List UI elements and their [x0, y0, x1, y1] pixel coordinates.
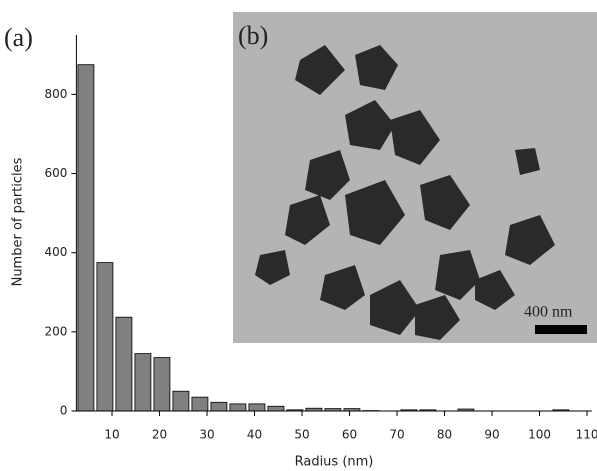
y-tick-label: 400: [44, 245, 67, 259]
bar: [153, 357, 171, 412]
bar: [134, 353, 152, 412]
y-axis-label: Number of particles: [11, 157, 26, 286]
bar: [172, 390, 190, 412]
x-tick-label: 20: [152, 428, 167, 442]
x-tick-label: 40: [247, 428, 262, 442]
x-tick-label: 110: [576, 428, 597, 442]
bar: [267, 405, 285, 412]
x-tick-label: 10: [104, 428, 119, 442]
x-axis-label: Radius (nm): [295, 455, 374, 470]
panel-label-b: (b): [238, 21, 268, 50]
x-tick-label: 50: [294, 428, 309, 442]
y-tick-label: 200: [44, 324, 67, 338]
bar: [77, 64, 95, 412]
inset-image: [233, 12, 597, 343]
x-tick-label: 30: [199, 428, 214, 442]
y-tick-label: 0: [60, 404, 68, 418]
panel-label-a: (a): [4, 23, 33, 52]
bar: [96, 262, 114, 412]
y-tick-label: 600: [44, 166, 67, 180]
x-tick-label: 60: [342, 428, 357, 442]
x-tick-label: 70: [389, 428, 404, 442]
bar: [115, 316, 133, 412]
x-tick-label: 100: [528, 428, 551, 442]
y-tick-label: 800: [44, 87, 67, 101]
bar: [191, 396, 209, 412]
bar: [229, 403, 247, 412]
bar: [210, 401, 228, 412]
scale-bar-label: 400 nm: [524, 304, 573, 321]
x-tick-label: 90: [484, 428, 499, 442]
x-tick-label: 80: [437, 428, 452, 442]
bar: [248, 403, 266, 412]
